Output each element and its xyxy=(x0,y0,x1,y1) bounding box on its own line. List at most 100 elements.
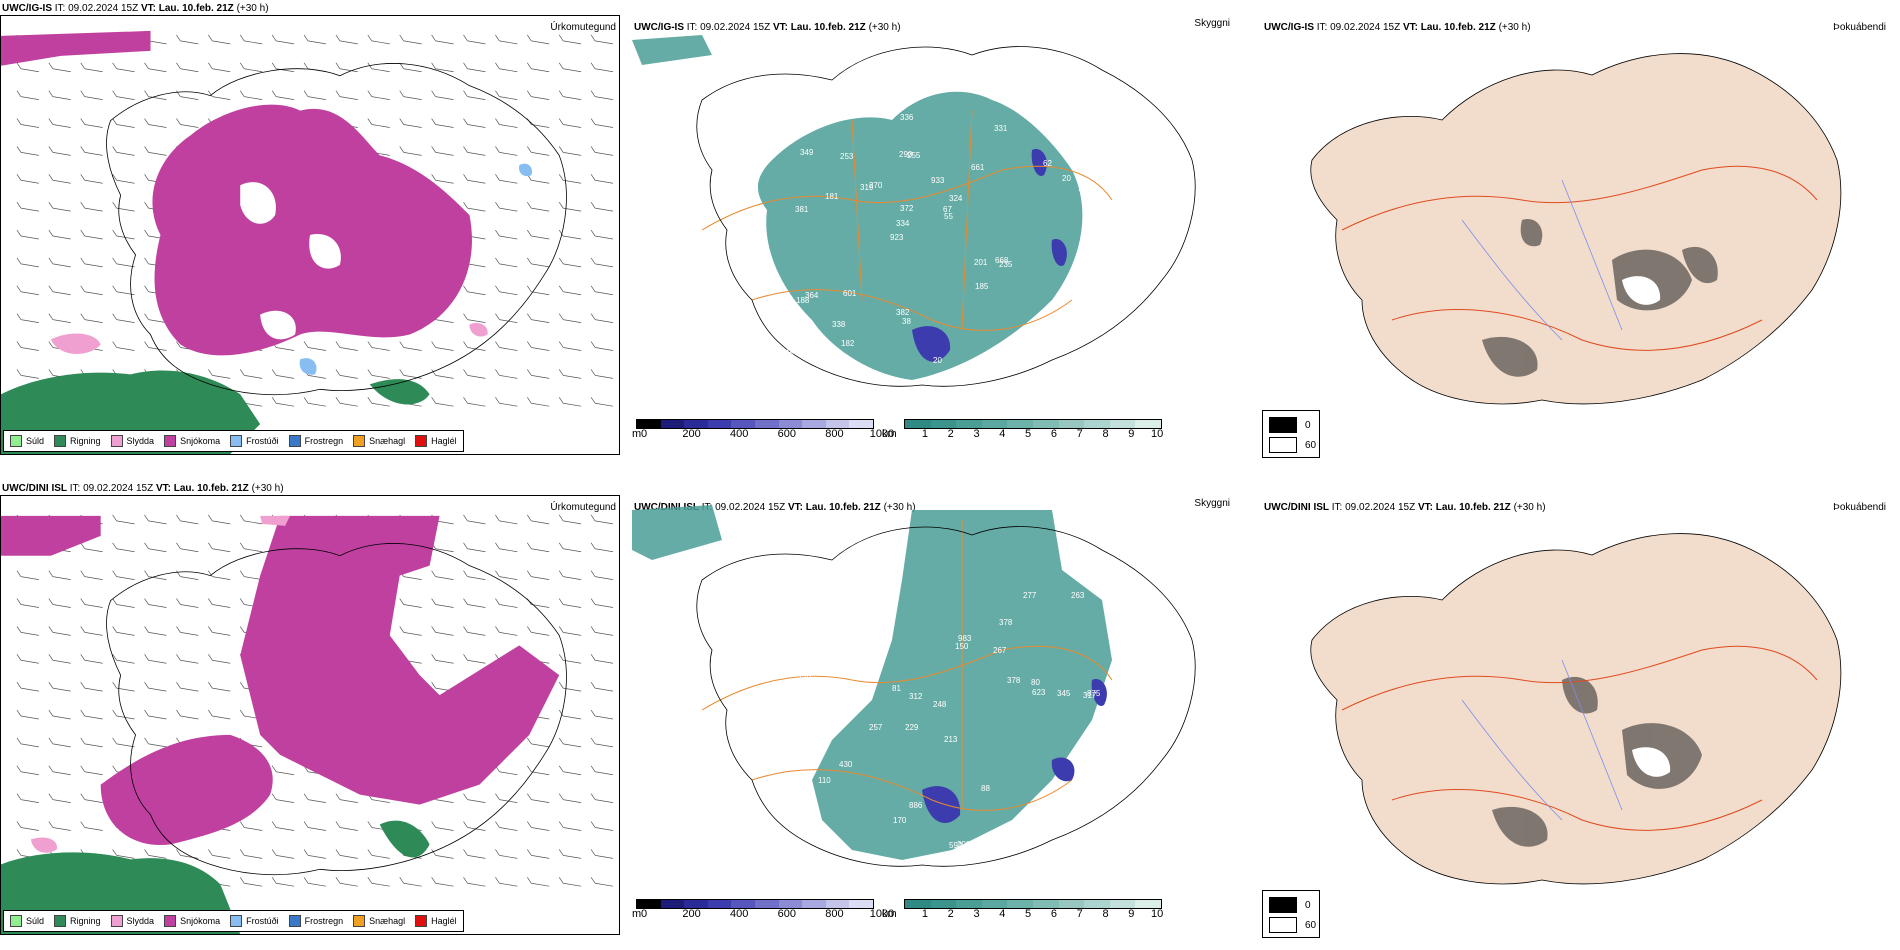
wind-barb xyxy=(527,542,550,553)
wind-barb xyxy=(208,570,231,580)
panel-variable: Skyggni xyxy=(1194,498,1230,509)
wind-barb xyxy=(590,514,614,525)
wind-barb xyxy=(590,62,614,73)
wind-barb xyxy=(527,285,550,296)
wind-barb xyxy=(431,174,454,184)
colorbar-segment xyxy=(1135,420,1161,428)
wind-barb xyxy=(558,626,582,636)
wind-barb xyxy=(495,174,518,184)
visibility-value-label: 360 xyxy=(790,728,804,737)
wind-barb xyxy=(495,229,518,240)
visibility-value-label: 338 xyxy=(832,320,846,329)
visibility-value-label: 381 xyxy=(795,205,809,214)
wind-barb xyxy=(590,313,614,323)
wind-barb xyxy=(558,34,582,45)
wind-barb xyxy=(144,341,167,351)
wind-barb xyxy=(558,765,582,776)
fog-white-areas xyxy=(1632,747,1671,777)
colorbar-tick-label: 600 xyxy=(777,908,796,920)
legend-item: Frostregn xyxy=(288,435,343,447)
wind-barb xyxy=(463,793,486,803)
visibility-value-label: 270 xyxy=(789,626,803,635)
vis-km-unit: km xyxy=(882,428,897,440)
swatch xyxy=(54,435,67,447)
wind-barb xyxy=(399,877,422,887)
wind-barb xyxy=(303,849,327,859)
wind-barb xyxy=(80,146,103,156)
visibility-value-label: 128 xyxy=(1078,184,1092,193)
wind-barb xyxy=(80,626,103,636)
wind-barb xyxy=(527,62,550,73)
wind-barb xyxy=(590,146,614,156)
wind-barb xyxy=(208,369,231,379)
legend-item: Rigning xyxy=(54,915,101,927)
freezing-areas xyxy=(299,163,532,375)
legend-item: Rigning xyxy=(54,435,101,447)
wind-barb xyxy=(527,341,550,351)
visibility-value-label: 886 xyxy=(909,801,923,810)
colorbar-segment xyxy=(1109,420,1136,428)
visibility-value-label: 150 xyxy=(955,642,969,651)
wind-barb xyxy=(558,737,582,748)
wind-barb xyxy=(590,765,614,776)
wind-barb xyxy=(16,821,39,831)
wind-barb xyxy=(144,62,167,73)
swatch xyxy=(110,915,123,927)
wind-barb xyxy=(590,737,614,748)
wind-barb xyxy=(558,397,582,407)
wind-barb xyxy=(48,90,71,100)
precip-map-frame: Súld Rigning Slydda Snjókoma Frostúði Fr… xyxy=(0,15,620,455)
visibility-value-label: 290 xyxy=(899,150,913,159)
visibility-panel-2: UWC/DINI ISL IT: 09.02.2024 15Z VT: Lau.… xyxy=(632,480,1232,940)
visibility-value-label: 933 xyxy=(931,176,945,185)
visibility-value-label: 182 xyxy=(841,339,855,348)
wind-barb xyxy=(176,681,199,692)
wind-barb xyxy=(271,793,295,803)
panel-title: UWC/DINI ISL IT: 09.02.2024 15Z VT: Lau.… xyxy=(2,483,284,494)
wind-barb xyxy=(527,313,550,323)
wind-barb xyxy=(558,542,582,553)
colorbar-segment xyxy=(956,900,982,908)
visibility-value-label: 280 xyxy=(814,711,828,720)
vis-m-colorbar: 0 200 400 600 800 1000 xyxy=(636,899,894,920)
wind-barb xyxy=(16,709,39,720)
wind-barb xyxy=(495,598,518,608)
visibility-value-label: 336 xyxy=(900,113,914,122)
wind-barb xyxy=(144,709,167,720)
wind-barb xyxy=(271,90,295,100)
visibility-value-label: 364 xyxy=(805,291,819,300)
wind-barb xyxy=(80,793,103,803)
wind-barb xyxy=(303,397,327,407)
wind-barb xyxy=(48,654,71,664)
coastline xyxy=(696,526,1196,867)
panel-title: UWC/IG-IS IT: 09.02.2024 15Z VT: Lau. 10… xyxy=(1264,22,1531,33)
wind-barb xyxy=(112,737,135,748)
visibility-value-label: 213 xyxy=(944,735,958,744)
colorbar-tick-label: 800 xyxy=(825,428,844,440)
wind-barb xyxy=(431,849,454,859)
panel-title: UWC/DINI ISL IT: 09.02.2024 15Z VT: Lau.… xyxy=(634,502,916,513)
visibility-m-field xyxy=(922,679,1107,823)
wind-barb xyxy=(558,514,582,525)
colorbar-segment xyxy=(849,900,873,908)
colorbar-tick-label: 4 xyxy=(999,428,1006,440)
colorbar-tick-label: 5 xyxy=(1025,908,1032,920)
wind-barb xyxy=(527,514,550,525)
wind-barb xyxy=(527,570,550,580)
wind-barb xyxy=(48,257,71,268)
wind-barb xyxy=(176,570,199,580)
wind-barb xyxy=(335,849,358,859)
wind-barb xyxy=(176,542,199,553)
wind-barb xyxy=(495,369,518,379)
vis-km-bar xyxy=(904,419,1162,429)
panel-variable: Úrkomutegund xyxy=(550,22,616,33)
colorbar-tick-label: 400 xyxy=(730,428,749,440)
wind-barb xyxy=(399,626,422,636)
wind-barb xyxy=(558,709,582,720)
fog-legend: 0 60 xyxy=(1262,410,1320,458)
colorbar-tick-label: 6 xyxy=(1050,428,1057,440)
wind-barb xyxy=(367,849,390,859)
wind-barb xyxy=(335,397,358,407)
visibility-value-label: 229 xyxy=(905,723,919,732)
wind-barb xyxy=(48,285,71,296)
